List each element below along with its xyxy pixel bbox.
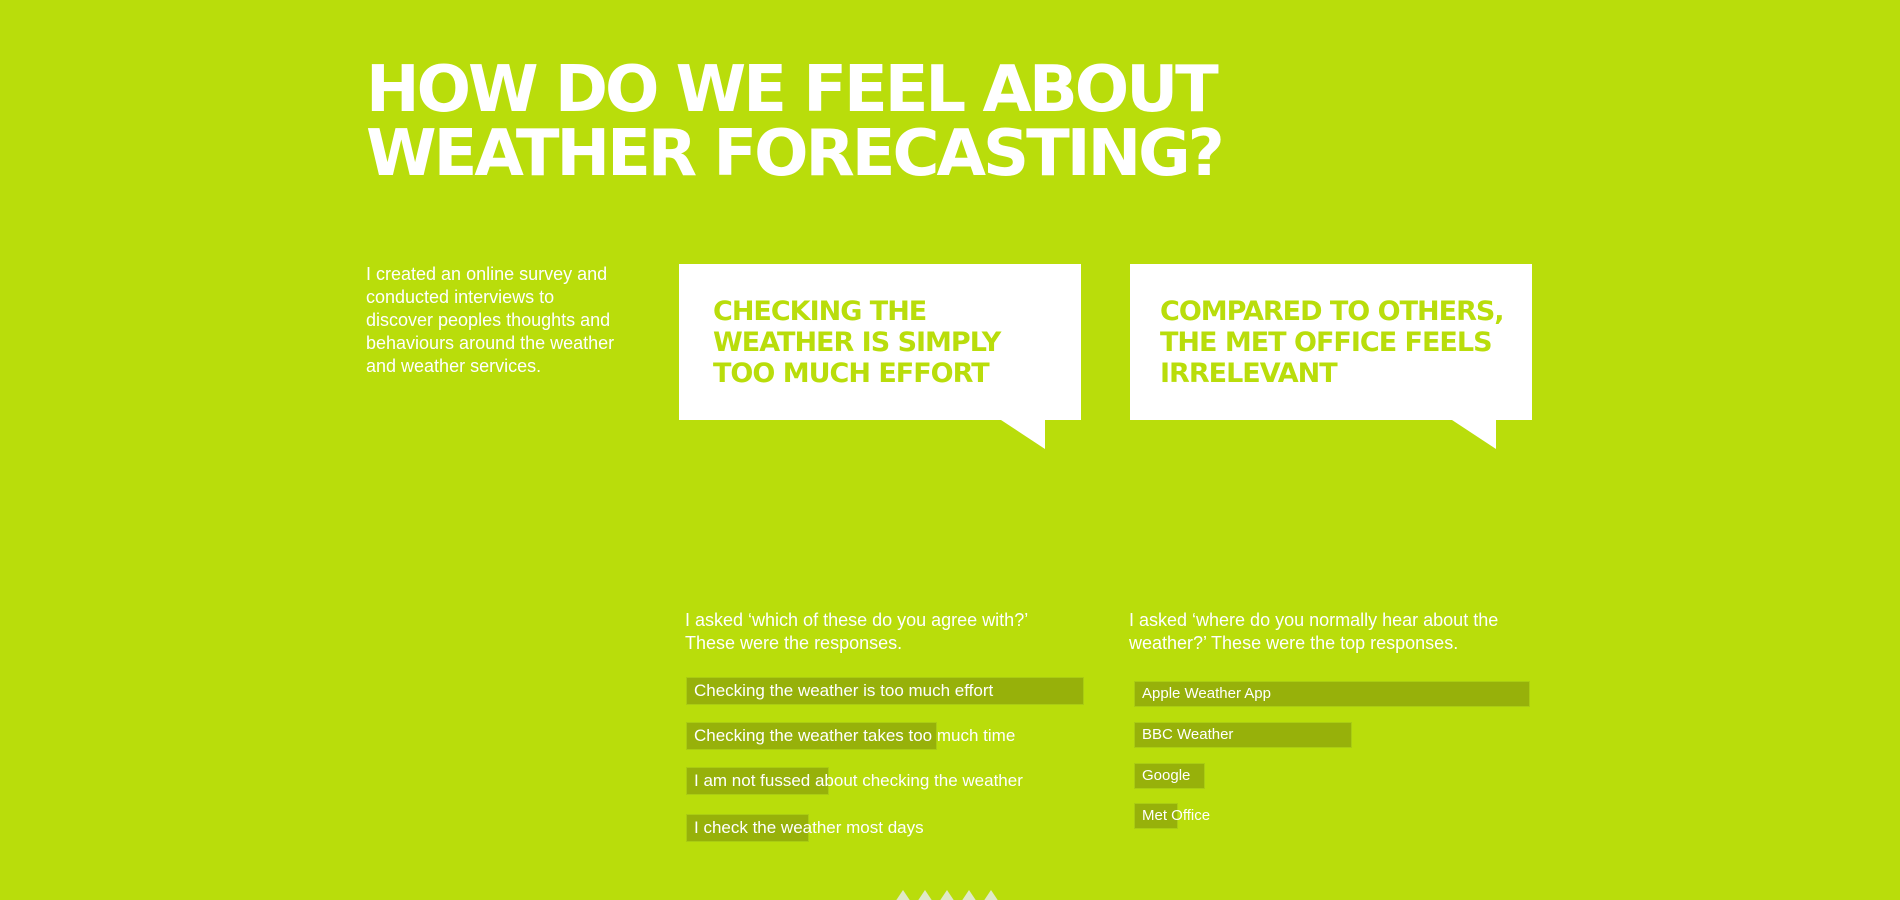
response-bar <box>686 767 829 795</box>
survey-question: I asked ‘where do you normally hear abou… <box>1129 609 1529 655</box>
survey-question-line: I asked ‘where do you normally hear abou… <box>1129 610 1499 630</box>
decorative-crown-icon <box>895 890 1007 900</box>
response-bar <box>686 814 809 842</box>
page-title: HOW DO WE FEEL ABOUT WEATHER FORECASTING… <box>366 53 1225 191</box>
response-label: Apple Weather App <box>1142 685 1271 702</box>
response-label: Google <box>1142 767 1191 784</box>
response-label: Checking the weather takes too much time <box>694 726 1016 745</box>
response-label: BBC Weather <box>1142 726 1234 743</box>
response-bar <box>686 677 1084 705</box>
response-row: Met Office <box>1129 803 1529 829</box>
response-bar <box>1134 681 1530 707</box>
response-bar <box>1134 722 1352 748</box>
survey-question-line: These were the responses. <box>685 633 903 653</box>
response-bar <box>686 722 937 750</box>
speech-bubble-text: COMPARED TO OTHERS, THE MET OFFICE FEELS… <box>1160 296 1512 389</box>
intro-text: I created an online survey and conducted… <box>366 264 615 376</box>
speech-bubble-effort: CHECKING THE WEATHER IS SIMPLY TOO MUCH … <box>679 264 1081 449</box>
page-title-line-2: WEATHER FORECASTING? <box>366 117 1225 191</box>
response-bar <box>1134 803 1178 829</box>
speech-bubble-line: COMPARED TO OTHERS, <box>1160 296 1505 327</box>
survey-agree: I asked ‘which of these do you agree wit… <box>685 609 1085 842</box>
survey-question-line: weather?’ These were the top responses. <box>1129 633 1459 653</box>
response-row: BBC Weather <box>1129 722 1529 748</box>
response-label: Met Office <box>1142 807 1211 824</box>
response-row: I am not fussed about checking the weath… <box>685 767 1085 795</box>
speech-bubble-text: CHECKING THE WEATHER IS SIMPLY TOO MUCH … <box>713 296 1061 389</box>
response-row: Checking the weather takes too much time <box>685 722 1085 750</box>
response-row: Google <box>1129 763 1529 789</box>
response-row: I check the weather most days <box>685 814 1085 842</box>
response-label: Checking the weather is too much effort <box>694 681 994 700</box>
speech-bubble-line: IRRELEVANT <box>1160 358 1338 389</box>
survey-question-line: I asked ‘which of these do you agree wit… <box>685 610 1029 630</box>
speech-bubble-line: TOO MUCH EFFORT <box>713 358 990 389</box>
speech-bubble-line: THE MET OFFICE FEELS <box>1160 327 1493 358</box>
survey-question: I asked ‘which of these do you agree wit… <box>685 609 1085 655</box>
response-label: I am not fussed about checking the weath… <box>694 771 1023 790</box>
response-row: Checking the weather is too much effort <box>685 677 1085 705</box>
speech-bubble-line: CHECKING THE <box>713 296 927 327</box>
survey-sources: I asked ‘where do you normally hear abou… <box>1129 609 1530 829</box>
speech-bubble-met-office: COMPARED TO OTHERS, THE MET OFFICE FEELS… <box>1130 264 1532 449</box>
speech-bubble-line: WEATHER IS SIMPLY <box>713 327 1001 358</box>
response-bar <box>1134 763 1205 789</box>
response-row: Apple Weather App <box>1129 681 1530 707</box>
response-label: I check the weather most days <box>694 818 924 837</box>
page-title-line-1: HOW DO WE FEEL ABOUT <box>366 53 1219 127</box>
